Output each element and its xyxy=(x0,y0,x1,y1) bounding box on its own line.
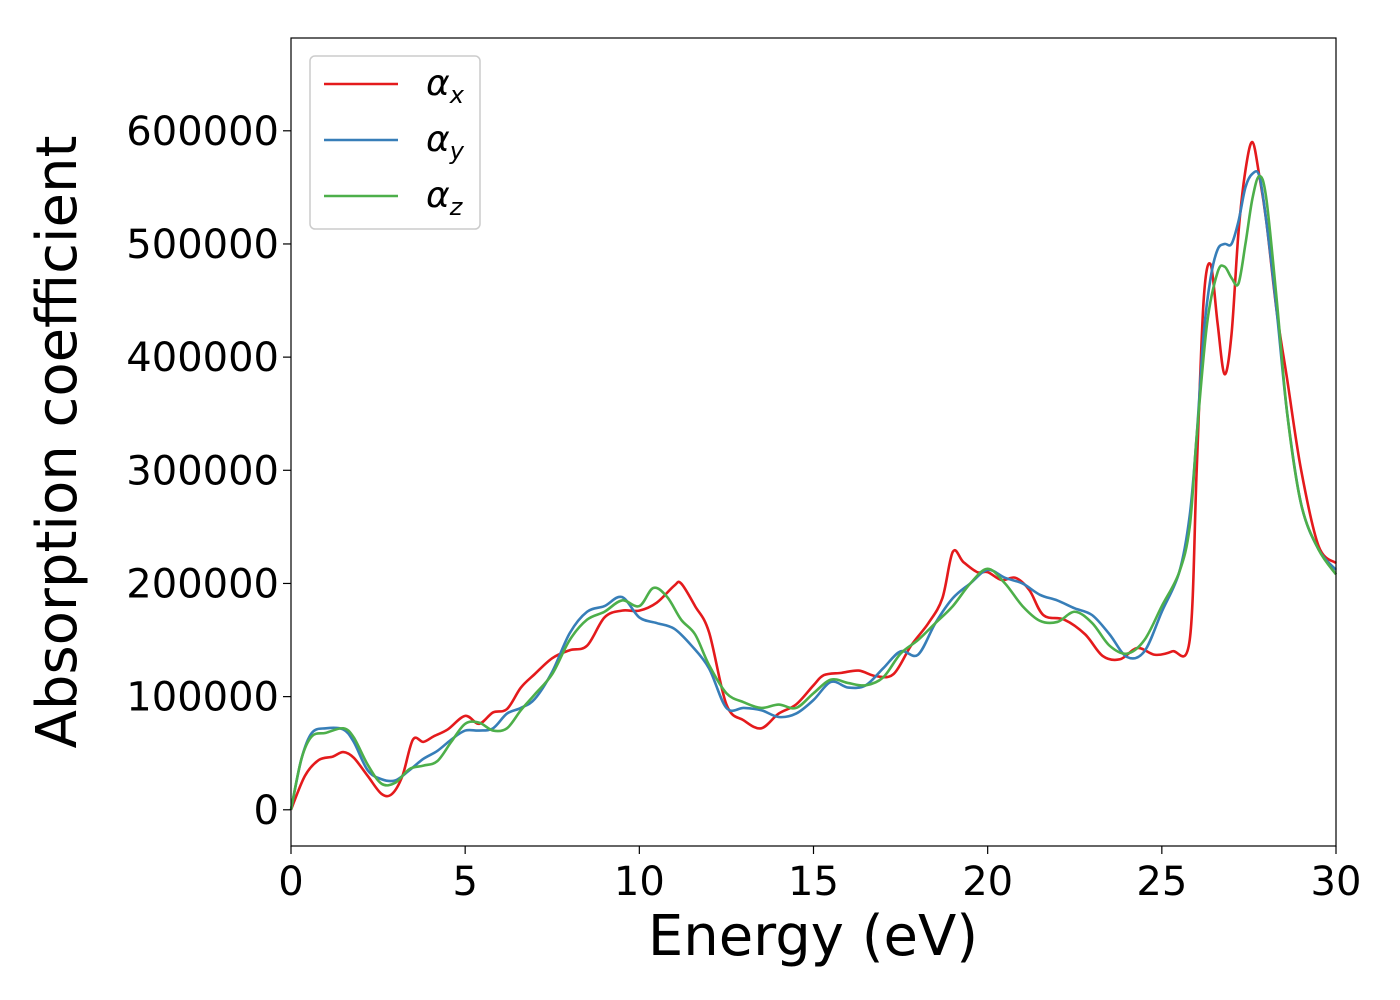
y-tick-label: 400000 xyxy=(126,335,279,381)
y-tick-label: 200000 xyxy=(126,561,279,607)
y-tick-label: 600000 xyxy=(126,109,279,155)
legend-label-y: αy xyxy=(426,119,465,165)
series-line-x xyxy=(289,140,1337,811)
series-layer xyxy=(289,140,1338,811)
x-tick-label: 5 xyxy=(452,859,477,905)
legend: αx αy αz xyxy=(309,55,481,230)
y-tick-label: 300000 xyxy=(126,448,279,494)
series-line-z xyxy=(289,174,1338,811)
x-tick-label: 30 xyxy=(1311,859,1362,905)
y-tick-label: 0 xyxy=(254,788,279,834)
x-axis: 0 5 10 15 20 25 30 xyxy=(278,846,1361,905)
y-tick-label: 100000 xyxy=(126,675,279,721)
legend-box xyxy=(309,55,481,230)
y-axis: 0 100000 200000 300000 400000 500000 600000 xyxy=(126,109,291,834)
x-tick-label: 0 xyxy=(278,859,303,905)
y-axis-title: Absorption coefficient xyxy=(25,136,90,749)
x-tick-label: 10 xyxy=(614,859,665,905)
x-tick-label: 20 xyxy=(962,859,1013,905)
legend-label-z: αz xyxy=(426,175,464,221)
legend-label-x: αx xyxy=(426,63,465,109)
x-tick-label: 15 xyxy=(788,859,839,905)
y-tick-label: 500000 xyxy=(126,222,279,268)
x-tick-label: 25 xyxy=(1136,859,1187,905)
x-axis-title: Energy (eV) xyxy=(648,904,978,969)
